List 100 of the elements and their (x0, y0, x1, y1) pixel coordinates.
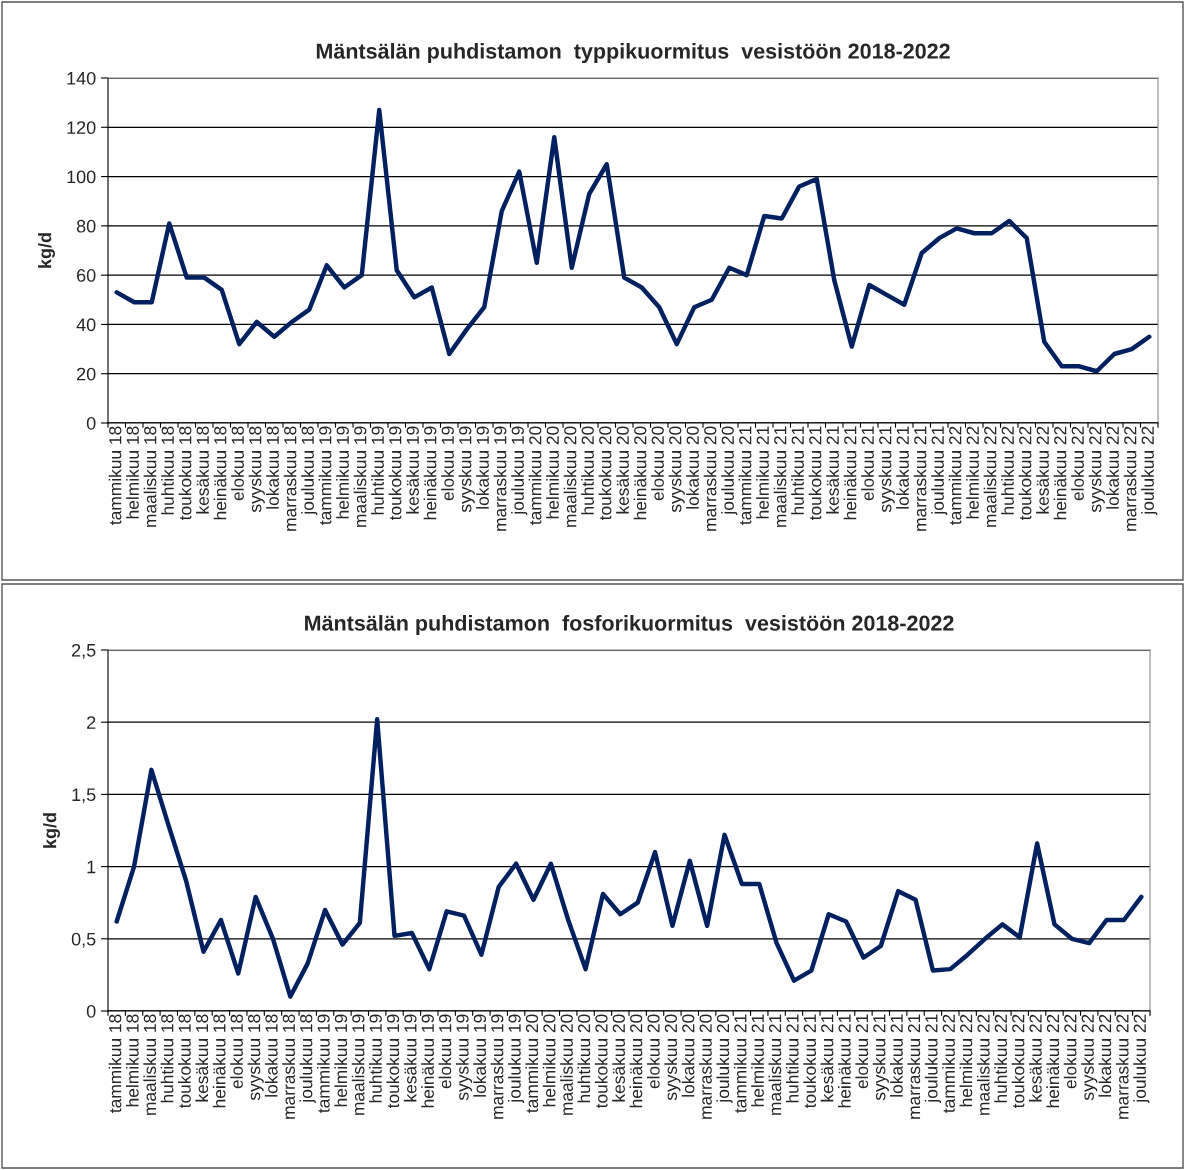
x-tick-label: huhtikuu 22 (1001, 426, 1014, 515)
x-tick-label: heinäkuu 18 (213, 426, 227, 520)
x-tick-label: kesäkuu 21 (820, 1014, 834, 1102)
x-tick-label: heinäkuu 19 (423, 426, 437, 520)
x-tick-label: tammikuu 19 (318, 426, 332, 525)
x-tick-label: helmikuu 22 (959, 1014, 973, 1107)
x-tick-label: joulukuu 18 (299, 1014, 316, 1103)
x-tick-label: tammikuu 22 (948, 426, 962, 525)
y-tick-label: 60 (77, 269, 96, 282)
x-tick-label: joulukuu 20 (716, 1014, 733, 1103)
y-axis-title: kg/d (43, 813, 60, 848)
x-tick-label: toukokuu 21 (808, 426, 822, 521)
x-tick-label: joulukuu 20 (721, 426, 738, 515)
x-tick-label: lokakuu 18 (266, 426, 279, 509)
x-tick-label: joulukuu 18 (301, 426, 318, 515)
x-tick-label: huhtikuu 22 (994, 1014, 1008, 1103)
x-tick-label: elokuu 20 (646, 1014, 660, 1089)
x-tick-label: maaliskuu 18 (143, 1014, 157, 1115)
y-tick-label: 40 (76, 318, 96, 332)
x-tick-label: syyskuu 22 (1088, 426, 1105, 513)
x-tick-label: marraskuu 20 (699, 1014, 712, 1119)
x-tick-label: kesäkuu 21 (826, 426, 839, 514)
x-tick-label: tammikuu 18 (108, 1014, 122, 1113)
x-tick-label: helmikuu 18 (126, 426, 139, 519)
x-tick-label: huhtikuu 21 (785, 1014, 799, 1103)
x-tick-label: marraskuu 18 (283, 426, 297, 531)
y-tick-label: 120 (67, 121, 96, 135)
x-tick-label: toukokuu 22 (1018, 426, 1032, 521)
x-tick-label: marraskuu 22 (1115, 1014, 1129, 1119)
chart-title: Mäntsälän puhdistamon fosforikuormitus vesistöön 2018-2022 (305, 614, 954, 636)
x-tick-label: syyskuu 22 (1081, 1014, 1098, 1101)
x-tick-label: tammikuu 20 (525, 1014, 539, 1113)
x-tick-label: joulukuu 19 (508, 1014, 525, 1103)
x-tick-label: maaliskuu 20 (563, 426, 577, 527)
x-tick-label: marraskuu 19 (490, 1014, 504, 1119)
x-tick-label: kesäkuu 22 (1036, 426, 1049, 514)
y-tick-label: 100 (67, 170, 96, 184)
x-tick-label: elokuu 18 (231, 426, 244, 501)
x-tick-label: elokuu 20 (651, 426, 664, 501)
x-tick-label: kesäkuu 19 (403, 1014, 417, 1102)
x-tick-label: maaliskuu 19 (353, 426, 367, 527)
x-tick-label: helmikuu 19 (336, 426, 349, 519)
x-tick-label: tammikuu 19 (316, 1014, 330, 1113)
x-tick-label: huhtikuu 20 (581, 426, 594, 515)
x-tick-label: helmikuu 20 (542, 1014, 556, 1107)
x-tick-label: kesäkuu 20 (616, 426, 629, 514)
x-tick-label: syyskuu 19 (458, 426, 475, 513)
line-series (114, 717, 1144, 999)
y-tick-label: 2 (87, 716, 96, 729)
chart-title: Mäntsälän puhdistamon typpikuormitus vesistöön 2018-2022 (316, 42, 950, 64)
x-tick-label: heinäkuu 19 (421, 1014, 434, 1108)
x-tick-label: marraskuu 20 (703, 426, 717, 531)
x-tick-label: elokuu 22 (1063, 1014, 1077, 1089)
x-tick-label: lokakuu 19 (476, 426, 489, 509)
x-tick-label: syyskuu 18 (247, 1014, 264, 1101)
x-tick-label: syyskuu 18 (248, 426, 265, 513)
x-tick-label: maaliskuu 22 (983, 426, 997, 527)
x-tick-label: lokakuu 21 (896, 426, 909, 509)
x-tick-label: marraskuu 19 (493, 426, 507, 531)
x-tick-label: joulukuu 19 (511, 426, 528, 515)
x-tick-label: maaliskuu 19 (351, 1014, 365, 1115)
x-tick-label: maaliskuu 22 (976, 1014, 990, 1115)
x-tick-label: maaliskuu 20 (560, 1014, 573, 1115)
x-tick-label: toukokuu 20 (598, 426, 612, 521)
y-tick-label: 0 (86, 416, 96, 430)
x-tick-label: marraskuu 21 (907, 1014, 921, 1119)
x-tick-label: huhtikuu 21 (791, 426, 804, 515)
x-tick-label: kesäkuu 19 (406, 426, 419, 514)
x-tick-label: maaliskuu 21 (768, 1014, 782, 1115)
x-tick-label: tammikuu 22 (942, 1014, 955, 1113)
y-tick-label: 0,5 (71, 932, 96, 948)
x-tick-label: joulukuu 22 (1133, 1014, 1150, 1103)
x-tick-label: lokakuu 20 (686, 426, 699, 509)
x-tick-label: lokakuu 19 (473, 1014, 487, 1097)
x-tick-label: heinäkuu 20 (629, 1014, 643, 1108)
x-tick-label: helmikuu 21 (756, 426, 769, 519)
x-tick-label: kesäkuu 18 (195, 1014, 209, 1102)
y-tick-label: 1,5 (72, 788, 96, 804)
x-tick-label: syyskuu 21 (872, 1014, 889, 1101)
x-tick-label: marraskuu 21 (913, 426, 927, 531)
x-tick-label: elokuu 19 (441, 426, 454, 501)
x-tick-label: elokuu 22 (1071, 426, 1084, 501)
x-tick-label: lokakuu 22 (1098, 1014, 1112, 1097)
x-tick-label: huhtikuu 20 (577, 1014, 591, 1103)
x-tick-label: joulukuu 21 (924, 1014, 942, 1103)
x-tick-label: huhtikuu 19 (369, 1014, 382, 1103)
y-axis-title: kg/d (38, 233, 55, 268)
x-tick-label: kesäkuu 20 (612, 1014, 625, 1102)
x-tick-label: toukokuu 20 (594, 1014, 608, 1109)
x-tick-label: heinäkuu 21 (843, 426, 857, 520)
y-tick-label: 140 (67, 71, 96, 85)
x-tick-label: maaliskuu 21 (773, 426, 787, 527)
x-tick-label: lokakuu 18 (264, 1014, 278, 1097)
line-series (114, 107, 1152, 374)
x-tick-label: syyskuu 19 (455, 1014, 473, 1101)
x-tick-label: kesäkuu 22 (1029, 1014, 1042, 1102)
y-tick-label: 20 (77, 367, 96, 381)
x-tick-label: tammikuu 20 (528, 426, 542, 525)
x-tick-label: helmikuu 19 (334, 1014, 348, 1107)
x-tick-label: helmikuu 18 (125, 1014, 139, 1107)
